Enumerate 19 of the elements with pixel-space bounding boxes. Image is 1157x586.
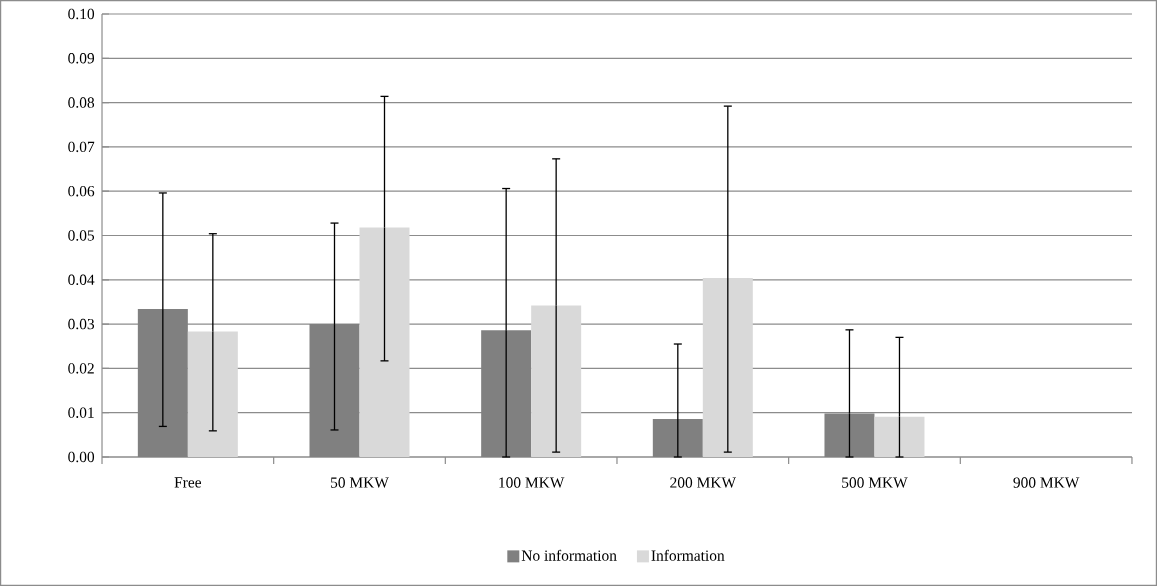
x-tick-label: 100 MKW bbox=[499, 477, 565, 488]
y-tick-label: 0.04 bbox=[68, 274, 95, 286]
y-tick-label: 0.02 bbox=[68, 363, 94, 374]
x-tick-label: 200 MKW bbox=[670, 477, 737, 488]
x-tick-label: Free bbox=[174, 477, 202, 488]
y-tick-label: 0.09 bbox=[68, 53, 95, 64]
y-tick-label: 0.01 bbox=[68, 407, 94, 418]
x-tick-label: 900 MKW bbox=[1013, 477, 1080, 488]
y-tick-label: 0.10 bbox=[68, 8, 95, 20]
x-tick-label: 500 MKW bbox=[842, 477, 908, 488]
y-tick-label: 0.06 bbox=[68, 185, 95, 197]
y-tick-label: 0.03 bbox=[68, 318, 95, 330]
y-tick-label: 0.07 bbox=[68, 141, 95, 153]
x-tick-label: 50 MKW bbox=[331, 477, 389, 488]
legend-label: Information bbox=[651, 549, 725, 561]
legend-label: No information bbox=[521, 549, 617, 561]
y-tick-label: 0.00 bbox=[68, 451, 95, 463]
y-tick-label: 0.05 bbox=[68, 230, 95, 241]
y-tick-label: 0.08 bbox=[68, 97, 95, 108]
